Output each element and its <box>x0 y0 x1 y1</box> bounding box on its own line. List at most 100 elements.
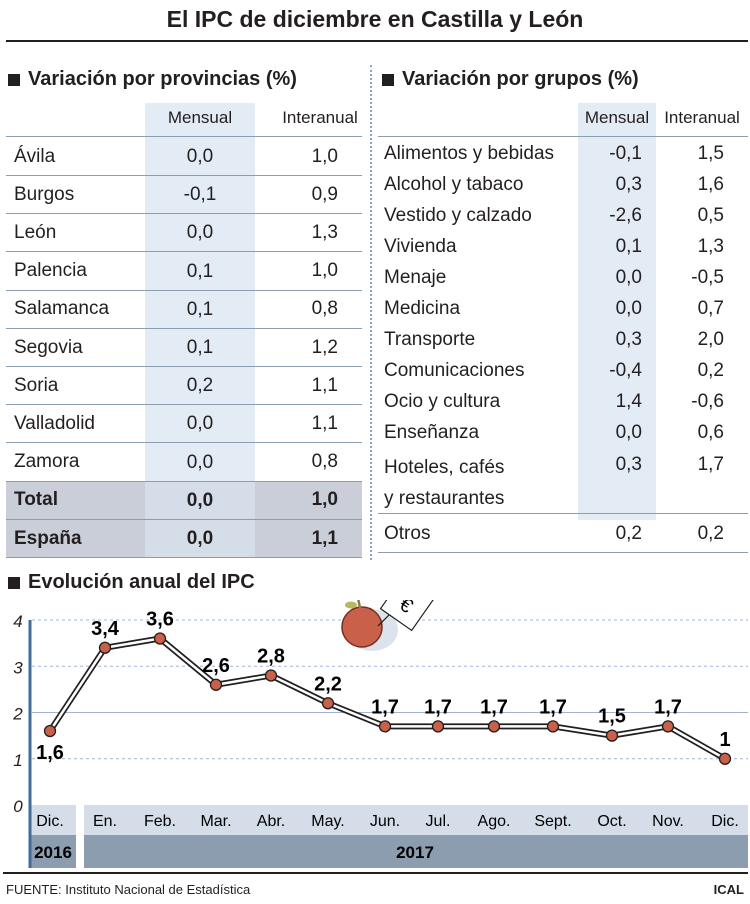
header-rule <box>6 136 362 137</box>
data-point <box>98 641 112 654</box>
row-label-line: Hoteles, cafés <box>384 457 505 478</box>
table-row: Salamanca 0,1 0,8 <box>6 291 362 329</box>
grupos-heading-text: Variación por grupos (%) <box>402 68 639 90</box>
interanual-value: 0,2 <box>697 360 724 381</box>
row-label-line: Alimentos y bebidas <box>384 143 555 164</box>
interanual-value: 1,1 <box>311 412 338 434</box>
data-label: 1,7 <box>539 696 567 718</box>
table-row: España 0,0 1,1 <box>6 520 362 558</box>
row-label: Zamora <box>14 451 80 473</box>
apple-icon <box>341 606 383 648</box>
row-label-line: Ocio y cultura <box>384 391 501 412</box>
interanual-value: 0,2 <box>697 522 724 544</box>
row-label-line: Transporte <box>384 329 476 350</box>
x-tick-label: Feb. <box>144 813 176 830</box>
mensual-column-bg <box>578 103 656 520</box>
interanual-value: 1,0 <box>311 489 338 511</box>
mensual-value: 0,0 <box>186 451 214 473</box>
mensual-value: 0,0 <box>615 267 642 288</box>
data-label: 1,7 <box>480 696 508 718</box>
apple-stem <box>357 600 362 609</box>
year-band-2017 <box>84 835 748 868</box>
data-point <box>209 678 223 691</box>
mensual-value: -2,6 <box>609 205 642 226</box>
data-point <box>718 752 732 765</box>
x-tick-label: Dic. <box>711 813 739 830</box>
row-label: Valladolid <box>14 412 95 434</box>
x-tick-label: Oct. <box>597 813 626 830</box>
provincias-col-mensual: Mensual <box>167 108 233 127</box>
data-point <box>378 720 392 733</box>
row-label: Ocio y cultura <box>378 386 578 417</box>
row-label: Enseñanza <box>378 417 578 448</box>
x-tick-label: Dic. <box>36 813 64 830</box>
interanual-value: 0,8 <box>311 451 338 473</box>
data-point <box>43 724 57 738</box>
x-tick-label: Nov. <box>652 813 684 830</box>
x-tick-label: Jul. <box>426 813 451 830</box>
row-label: Transporte <box>378 324 578 355</box>
table-row: Hoteles, cafés y restaurantes 0,3 1,7 <box>378 448 748 514</box>
data-label: 1,7 <box>371 696 399 718</box>
table-row: León 0,0 1,3 <box>6 214 362 253</box>
row-label: Ávila <box>14 145 56 167</box>
mensual-value: 0,3 <box>615 329 642 350</box>
table-row: Transporte 0,3 2,0 <box>378 324 748 355</box>
mensual-value: 0,3 <box>615 454 642 475</box>
mensual-value: 0,2 <box>186 375 214 397</box>
x-tick-label: Ago. <box>478 813 511 830</box>
interanual-value: 0,6 <box>697 422 724 443</box>
row-label-line: Menaje <box>384 267 447 288</box>
table-row: Comunicaciones -0,4 0,2 <box>378 355 748 386</box>
square-bullet-icon <box>382 73 394 86</box>
y-tick-label: 4 <box>13 612 22 631</box>
square-bullet-icon <box>8 576 20 589</box>
footer-rule <box>3 872 748 874</box>
table-row: Valladolid 0,0 1,1 <box>6 405 362 444</box>
mensual-value: 0,0 <box>615 298 642 319</box>
row-label: Vivienda <box>378 231 578 262</box>
x-tick-label: Jun. <box>370 813 400 830</box>
interanual-value: 0,9 <box>311 183 338 205</box>
y-tick-label: 1 <box>13 751 22 770</box>
mensual-value: 0,1 <box>615 236 642 257</box>
mensual-value: -0,1 <box>183 184 217 206</box>
year-label: 2016 <box>34 843 72 862</box>
provincias-heading-text: Variación por provincias (%) <box>28 68 297 90</box>
mensual-value: 0,0 <box>145 520 255 557</box>
table-row: Total 0,0 1,0 <box>6 481 362 520</box>
x-tick-label: May. <box>311 813 344 830</box>
interanual-value: 0,5 <box>697 205 724 226</box>
data-label: 2,6 <box>202 655 230 677</box>
mensual-value: -0,1 <box>609 143 642 164</box>
interanual-value: 1,1 <box>311 527 338 549</box>
row-label-line: Enseñanza <box>384 422 480 443</box>
table-row: Soria 0,2 1,1 <box>6 367 362 406</box>
square-bullet-icon <box>8 73 20 86</box>
interanual-value: 1,5 <box>697 143 724 164</box>
mensual-value: 0,0 <box>186 222 214 244</box>
provincias-col-interanual: Interanual <box>282 108 358 127</box>
mensual-value: 0,0 <box>186 146 214 167</box>
table-row: Ávila 0,0 1,0 <box>6 138 362 176</box>
interanual-value: 1,3 <box>311 221 338 243</box>
data-label: 3,6 <box>146 609 174 631</box>
row-label: Medicina <box>378 293 578 324</box>
data-point <box>321 697 335 710</box>
interanual-value: 1,0 <box>311 145 338 167</box>
row-label: Palencia <box>14 260 87 282</box>
interanual-value: 1,7 <box>697 454 724 475</box>
table-row: Zamora 0,0 0,8 <box>6 444 362 482</box>
mensual-value: 0,0 <box>615 422 642 443</box>
interanual-value: 1,6 <box>697 174 724 195</box>
x-tick-label: En. <box>93 813 117 830</box>
x-tick-label: Mar. <box>200 813 231 830</box>
row-label: Otros <box>378 518 578 549</box>
data-label: 1,6 <box>36 742 64 764</box>
row-label: Salamanca <box>14 298 110 320</box>
y-tick-label: 3 <box>13 658 23 677</box>
row-label: Vestido y calzado <box>378 200 578 231</box>
y-tick-label: 0 <box>13 797 23 816</box>
row-label-line: y restaurantes <box>384 488 505 509</box>
data-point <box>546 720 560 733</box>
